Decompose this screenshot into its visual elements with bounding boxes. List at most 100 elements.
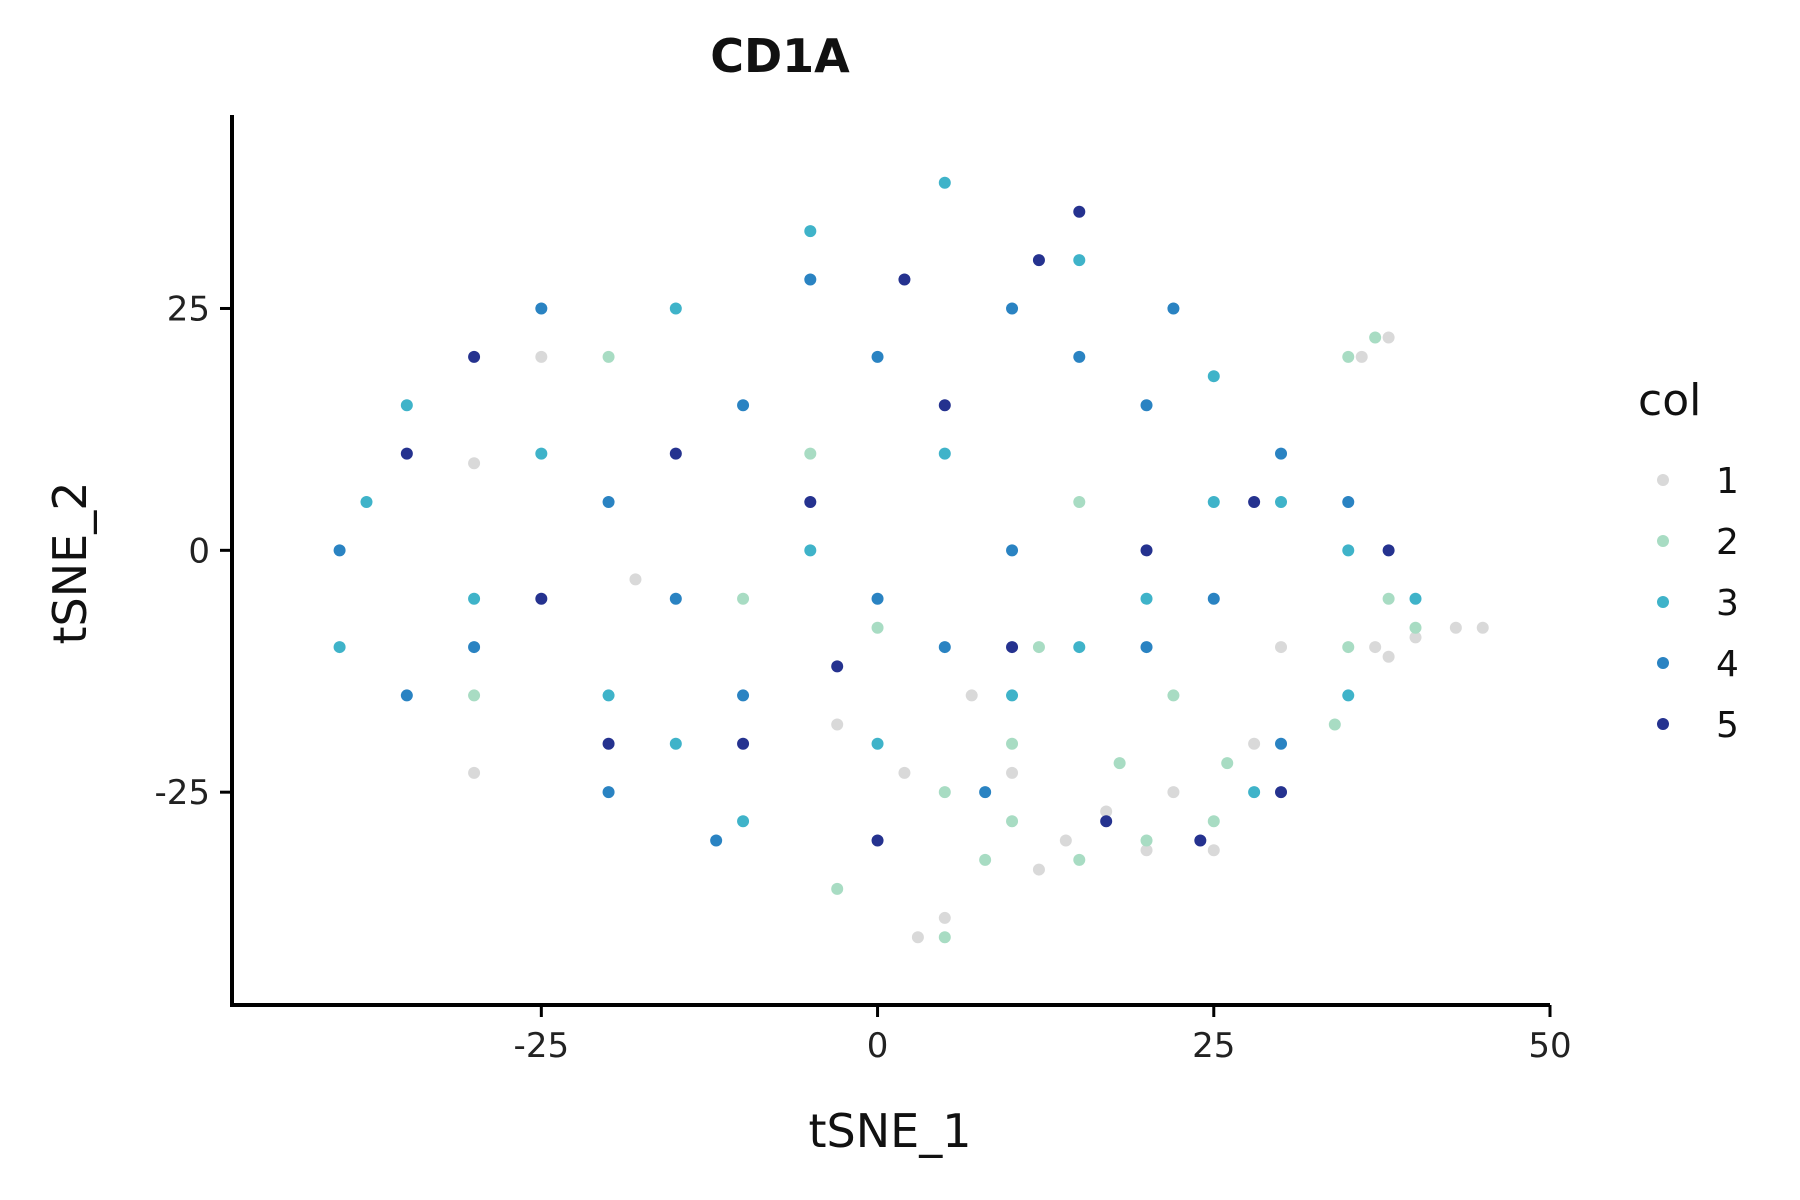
scatter-point [1342, 641, 1355, 654]
scatter-point [535, 350, 548, 363]
scatter-point [1409, 631, 1422, 644]
scatter-point [831, 882, 844, 895]
scatter-point [602, 786, 615, 799]
scatter-point [1382, 544, 1395, 557]
scatter-point [468, 457, 481, 470]
scatter-point [737, 399, 750, 412]
scatter-point [468, 766, 481, 779]
x-axis-ticks: -25 0 25 50 [514, 1005, 1572, 1066]
legend-swatch [1657, 535, 1669, 547]
legend: col 1 2 3 4 5 [1638, 375, 1739, 746]
scatter-point [360, 495, 373, 508]
scatter-point [965, 689, 978, 702]
scatter-point [1382, 650, 1395, 663]
scatter-point [1059, 834, 1072, 847]
y-axis-label: tSNE_2 [43, 482, 97, 645]
scatter-point [1194, 834, 1207, 847]
y-tick-label: 25 [167, 289, 210, 329]
x-tick-label: 50 [1528, 1026, 1571, 1066]
scatter-point [1113, 757, 1126, 770]
legend-label: 5 [1716, 705, 1739, 746]
scatter-point [468, 592, 481, 605]
scatter-point [804, 495, 817, 508]
scatter-point [333, 544, 346, 557]
scatter-point [535, 302, 548, 315]
scatter-point [1006, 544, 1019, 557]
scatter-point [804, 225, 817, 238]
scatter-point [938, 931, 951, 944]
scatter-point [1140, 544, 1153, 557]
scatter-point [1382, 331, 1395, 344]
y-axis-ticks: -25 0 25 [154, 289, 232, 813]
scatter-point [1140, 399, 1153, 412]
scatter-point [1006, 302, 1019, 315]
scatter-point [938, 786, 951, 799]
legend-swatch [1657, 657, 1669, 669]
legend-swatch [1657, 474, 1669, 486]
scatter-point [1073, 641, 1086, 654]
scatter-point [737, 592, 750, 605]
scatter-point [1140, 844, 1153, 857]
chart-title: CD1A [710, 29, 850, 83]
scatter-point [1006, 737, 1019, 750]
scatter-point [1382, 592, 1395, 605]
scatter-point [1140, 592, 1153, 605]
scatter-point [602, 689, 615, 702]
scatter-point [1342, 495, 1355, 508]
scatter-point [1342, 350, 1355, 363]
series-3 [333, 176, 1422, 828]
legend-title: col [1638, 375, 1701, 426]
scatter-point [1248, 737, 1261, 750]
scatter-point [1073, 254, 1086, 267]
scatter-point [333, 641, 346, 654]
scatter-point [979, 786, 992, 799]
scatter-point [938, 911, 951, 924]
scatter-point [1140, 641, 1153, 654]
scatter-point [602, 495, 615, 508]
scatter-point [1032, 641, 1045, 654]
scatter-point [938, 641, 951, 654]
scatter-point [871, 834, 884, 847]
scatter-point [1100, 805, 1113, 818]
scatter-point [468, 350, 481, 363]
scatter-point [737, 815, 750, 828]
scatter-point [1369, 641, 1382, 654]
scatter-point [535, 592, 548, 605]
scatter-point [400, 399, 413, 412]
scatter-point [400, 689, 413, 702]
legend-swatch [1657, 718, 1669, 730]
scatter-point [1221, 757, 1234, 770]
scatter-point [669, 302, 682, 315]
scatter-point [602, 737, 615, 750]
series-4 [333, 273, 1355, 847]
series-5 [400, 205, 1395, 847]
x-tick-label: -25 [514, 1026, 570, 1066]
scatter-point [871, 592, 884, 605]
scatter-point [804, 273, 817, 286]
y-tick-label: -25 [154, 773, 210, 813]
scatter-point [1167, 302, 1180, 315]
scatter-point [938, 447, 951, 460]
scatter-point [737, 737, 750, 750]
series-1 [468, 331, 1489, 944]
x-axis-label: tSNE_1 [809, 1104, 972, 1158]
scatter-point [1073, 495, 1086, 508]
scatter-point [1248, 495, 1261, 508]
scatter-point [1006, 815, 1019, 828]
scatter-point [1476, 621, 1489, 634]
scatter-point [1032, 254, 1045, 267]
scatter-point [1167, 689, 1180, 702]
legend-label: 3 [1716, 583, 1739, 624]
scatter-point [629, 573, 642, 586]
scatter-point [1275, 786, 1288, 799]
scatter-point [1342, 689, 1355, 702]
scatter-point [1006, 766, 1019, 779]
scatter-point [1248, 786, 1261, 799]
scatter-point [1369, 331, 1382, 344]
scatter-point [979, 853, 992, 866]
scatter-point [1032, 863, 1045, 876]
scatter-point [737, 689, 750, 702]
scatter-point [1449, 621, 1462, 634]
scatter-point [938, 176, 951, 189]
